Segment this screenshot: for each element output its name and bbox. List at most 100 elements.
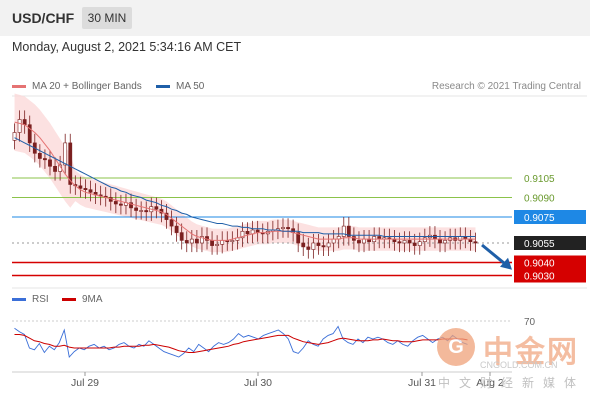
candle-body-26: [144, 210, 149, 213]
candle-body-10: [63, 142, 68, 166]
bollinger-band: [14, 93, 476, 253]
price-level-tag-2: [514, 210, 586, 224]
watermark-cn: 中金网: [483, 335, 579, 370]
rsi-swatch-icon: [12, 297, 26, 301]
candle-body-25: [139, 210, 144, 212]
candle-body-69: [362, 238, 366, 244]
watermark-logo-icon: G: [437, 328, 475, 366]
candle-body-76: [397, 241, 402, 244]
candle-body-59: [311, 242, 316, 250]
rsi-ma-line: [14, 334, 468, 353]
candle-body-11: [68, 142, 73, 185]
price-level-label-2: 0.9075: [524, 213, 555, 224]
candle-body-77: [402, 240, 407, 244]
ma20-line: [14, 121, 476, 241]
price-level-label-4: 0.9040: [524, 259, 555, 270]
x-tick-label-3: Aug 2: [476, 377, 504, 389]
candle-body-84: [438, 238, 442, 244]
candle-body-20: [113, 201, 118, 205]
candle-body-15: [88, 189, 93, 193]
candle-body-6: [43, 158, 47, 161]
candle-body-88: [458, 236, 463, 241]
copyright: Research © 2021 Trading Central: [431, 81, 581, 92]
price-level-label-5: 0.9030: [524, 272, 555, 283]
candle-body-65: [341, 225, 346, 237]
timestamp: Monday, August 2, 2021 5:34:16 AM CET: [12, 40, 242, 54]
ma50-line: [14, 137, 476, 237]
candle-body-45: [240, 231, 245, 239]
candle-body-35: [189, 238, 194, 244]
legend-ma50-label: MA 50: [176, 81, 205, 92]
candle-body-1: [17, 119, 22, 133]
candle-body-33: [179, 232, 184, 241]
rsi-level-label: 70: [524, 317, 536, 328]
candle-body-13: [78, 185, 83, 189]
forecast-arrow-icon: [500, 257, 512, 270]
legend-ma50: MA 50: [156, 81, 204, 92]
candle-body-85: [443, 240, 447, 244]
candle-body-83: [433, 234, 437, 240]
price-level-label-0: 0.9105: [524, 174, 555, 185]
candle-body-54: [286, 227, 290, 229]
candle-body-14: [83, 188, 88, 190]
legend-rsi-label: RSI: [32, 294, 49, 305]
candle-body-79: [412, 242, 417, 246]
candle-body-32: [174, 225, 179, 233]
candle-body-41: [220, 240, 225, 245]
x-tick-label-0: Jul 29: [71, 377, 99, 389]
candle-body-81: [422, 237, 427, 243]
price-level-tag-3: [514, 236, 586, 250]
candle-body-78: [407, 240, 412, 244]
candle-body-60: [316, 242, 321, 246]
candle-body-28: [154, 206, 159, 210]
candle-body-68: [357, 240, 361, 244]
candle-body-57: [301, 242, 306, 248]
9ma-swatch-icon: [62, 297, 76, 301]
candle-body-62: [326, 242, 331, 248]
candle-body-58: [306, 246, 311, 250]
candle-body-66: [346, 225, 351, 237]
candle-body-30: [164, 212, 169, 220]
candle-body-8: [53, 166, 57, 172]
ma20-swatch-icon: [12, 84, 26, 88]
candle-body-56: [296, 232, 301, 244]
candle-body-34: [184, 240, 189, 244]
header-bar: USD/CHF 30 MIN: [0, 0, 590, 36]
legend-9ma-label: 9MA: [82, 294, 103, 305]
candle-body-39: [210, 240, 214, 246]
watermark-tag: 中文财经新媒体: [438, 376, 586, 390]
price-level-label-1: 0.9090: [524, 194, 555, 205]
candle-body-91: [473, 241, 478, 244]
timeframe-badge[interactable]: 30 MIN: [82, 7, 132, 29]
candle-body-3: [27, 124, 32, 144]
forecast-arrow-shaft: [481, 243, 507, 266]
candle-body-40: [215, 244, 220, 246]
candle-body-7: [48, 159, 52, 167]
candle-body-80: [417, 241, 422, 246]
rsi-line: [14, 325, 468, 358]
legend-ma20: MA 20 + Bollinger Bands: [12, 81, 142, 92]
ma50-swatch-icon: [156, 84, 170, 88]
candle-body-61: [321, 245, 326, 248]
candle-body-23: [129, 202, 133, 209]
price-level-tag-5: [514, 268, 586, 283]
legend-rsi: RSI: [12, 294, 49, 305]
candle-body-36: [194, 238, 199, 244]
x-tick-label-2: Jul 31: [408, 377, 436, 389]
candle-body-63: [331, 238, 336, 244]
candle-body-5: [37, 153, 42, 159]
candle-body-31: [169, 219, 174, 227]
candle-body-43: [230, 240, 235, 242]
x-tick-label-1: Jul 30: [244, 377, 272, 389]
candle-body-0: [12, 132, 17, 141]
watermark-en: CNGOLD.COM.CN: [480, 360, 558, 370]
price-level-label-3: 0.9055: [524, 239, 555, 250]
candle-body-53: [281, 227, 285, 229]
candle-body-46: [245, 231, 250, 235]
price-level-tag-4: [514, 255, 586, 270]
candle-body-37: [200, 236, 204, 244]
legend-9ma: 9MA: [62, 294, 103, 305]
candle-body-21: [119, 203, 123, 206]
pair-title: USD/CHF: [12, 10, 75, 26]
